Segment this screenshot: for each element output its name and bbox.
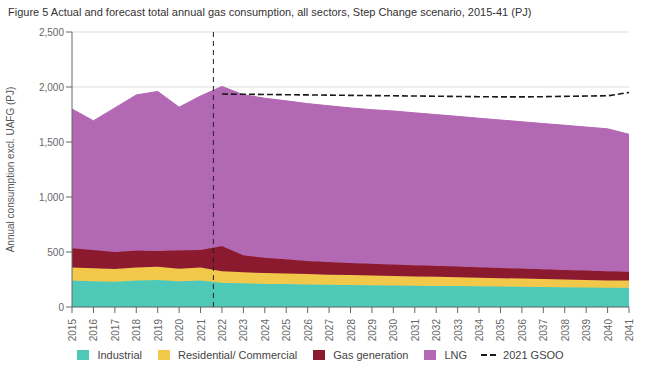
svg-text:2031: 2031	[410, 319, 421, 342]
svg-text:2015: 2015	[67, 319, 78, 342]
svg-text:2023: 2023	[238, 319, 249, 342]
svg-text:Annual consumption excl. UAFG: Annual consumption excl. UAFG (PJ)	[8, 87, 16, 253]
html-text:2021 GSOO: 2021 GSOO	[503, 349, 564, 361]
html-text:LNG: LNG	[444, 349, 468, 361]
svg-text:2022: 2022	[217, 319, 228, 342]
svg-text:2033: 2033	[453, 319, 464, 342]
svg-text:2021: 2021	[196, 319, 207, 342]
svg-text:2018: 2018	[131, 319, 142, 342]
html-text:Residential/ Commercial: Residential/ Commercial	[178, 349, 298, 361]
svg-text:1,000: 1,000	[39, 192, 64, 203]
svg-text:2038: 2038	[560, 319, 571, 342]
svg-text:2030: 2030	[388, 319, 399, 342]
html-text:Gas generation: Gas generation	[333, 349, 409, 361]
html-text:Industrial: Industrial	[97, 349, 142, 361]
svg-text:2028: 2028	[346, 319, 357, 342]
svg-text:2041: 2041	[624, 319, 635, 342]
svg-text:2017: 2017	[110, 319, 121, 342]
svg-text:1,500: 1,500	[39, 137, 64, 148]
svg-text:2034: 2034	[474, 319, 485, 342]
svg-text:2040: 2040	[603, 319, 614, 342]
svg-text:2035: 2035	[495, 319, 506, 342]
svg-text:500: 500	[47, 247, 64, 258]
svg-text:0: 0	[58, 302, 64, 313]
svg-text:2039: 2039	[581, 319, 592, 342]
svg-text:2,500: 2,500	[39, 27, 64, 38]
svg-text:2025: 2025	[281, 319, 292, 342]
svg-text:2026: 2026	[303, 319, 314, 342]
svg-text:2032: 2032	[431, 319, 442, 342]
svg-text:2016: 2016	[88, 319, 99, 342]
svg-text:2,000: 2,000	[39, 82, 64, 93]
svg-text:2019: 2019	[153, 319, 164, 342]
svg-text:2027: 2027	[324, 319, 335, 342]
svg-text:2024: 2024	[260, 319, 271, 342]
svg-text:2029: 2029	[367, 319, 378, 342]
svg-text:2037: 2037	[538, 319, 549, 342]
html-text:Figure 5 Actual and forecast t: Figure 5 Actual and forecast total annua…	[8, 6, 532, 18]
svg-text:2020: 2020	[174, 319, 185, 342]
svg-text:2036: 2036	[517, 319, 528, 342]
